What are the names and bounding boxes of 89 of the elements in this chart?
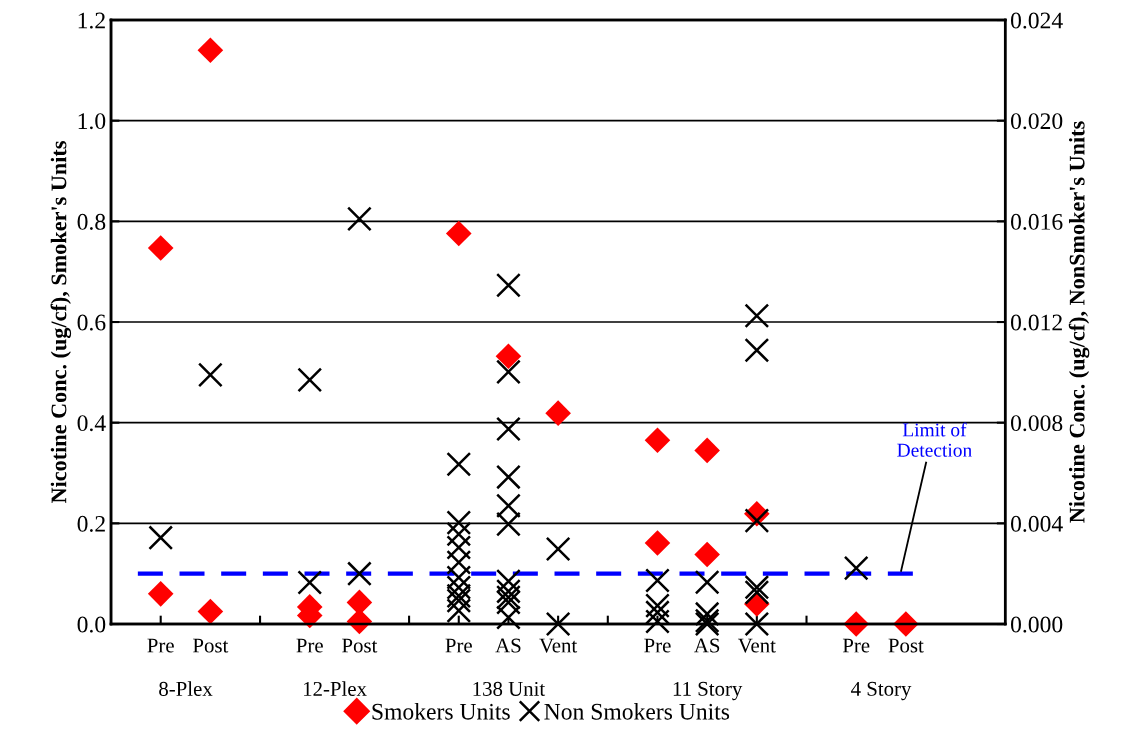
legend-label: Non Smokers Units [544,703,730,720]
text: 11 Story [673,681,743,701]
point [644,427,671,454]
y2-tick-label: 0.008 [1010,415,1063,432]
text: 138 Unit [473,681,546,696]
x-tick-label: Pre [644,638,671,653]
point [446,451,472,477]
point [297,367,323,393]
point [744,574,770,600]
y2-tick-label: 0.012 [1010,314,1062,331]
point [495,568,521,594]
text: 8-Plex [159,681,213,696]
y2-tick-label: 0.004 [1010,515,1063,532]
point [744,337,770,363]
x-tick-label: AS [694,638,720,653]
ref-line-label: Limit of Detection [897,422,972,457]
point [446,510,472,536]
text: 4 Story [851,681,912,701]
point [744,579,770,605]
x-tick-label: AS [495,638,521,653]
point [346,561,372,587]
point [446,521,472,547]
text: 12-Plex [304,681,367,696]
point [446,598,472,624]
y-axis-title: Nicotine Conc. (ug/cf), Smoker's Units [50,141,72,504]
point [495,589,521,615]
point [197,598,224,625]
y-tick-label: 0.8 [77,213,106,230]
point [645,568,670,593]
y-tick-label: 0.6 [77,314,106,331]
x-tick-label: Post [342,638,378,653]
point [495,272,521,298]
y2-tick-label: 0.016 [1010,213,1063,230]
x-tick-label: Pre [445,638,472,653]
x-tick-label: Vent [539,638,578,653]
y-tick-label: 0.2 [77,515,105,532]
point [446,575,472,600]
x-tick-label: Pre [842,638,870,653]
y-tick-label: 0.4 [77,415,106,432]
point [545,400,571,426]
point [495,511,521,537]
point [843,555,869,581]
point [744,303,770,329]
point [297,570,323,595]
legend-label: Smokers Units [372,703,510,720]
point [694,541,720,568]
point [694,601,720,627]
point [445,220,472,247]
x-tick-label: Pre [296,638,323,653]
point [446,535,472,560]
y2-tick-label: 0.024 [1010,12,1063,29]
point [495,359,521,385]
x-tick-label: Vent [737,638,776,653]
y-tick-label: 0.0 [77,616,106,633]
x-tick-label: Pre [147,638,174,653]
point [495,493,521,519]
y-tick-label: 1.2 [78,12,105,29]
point [744,611,770,637]
point [694,437,720,464]
point [346,206,372,232]
point [197,362,223,388]
y2-tick-label: 0.000 [1010,616,1063,633]
point [446,565,472,590]
point [645,593,670,619]
point [744,508,770,534]
point [694,569,720,595]
point [495,578,521,604]
point [147,235,174,261]
point [545,536,571,562]
point [148,525,174,551]
x-tick-label: Post [193,638,229,653]
point [446,549,472,575]
point [446,588,472,614]
point [495,416,521,442]
y2-axis-title: Nicotine Conc. (ug/cf), NonSmoker's Units [1068,121,1090,523]
point [645,609,670,634]
point [495,343,522,370]
y2-tick-label: 0.020 [1010,113,1063,130]
point [645,600,670,625]
point [545,611,571,637]
point [147,581,174,607]
x-tick-label: Post [888,638,924,653]
point [446,583,472,609]
point [644,530,671,556]
point [495,464,521,490]
point [495,605,521,630]
point [495,584,521,610]
y-tick-label: 1.0 [78,113,106,130]
point [197,37,224,64]
